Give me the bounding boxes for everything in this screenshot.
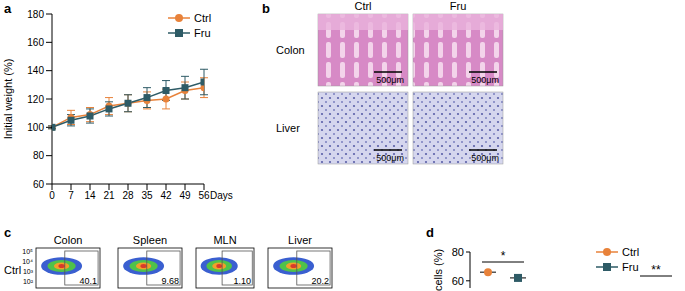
svg-text:180: 180 (27, 9, 44, 20)
svg-text:Spleen: Spleen (133, 234, 167, 246)
svg-text:35: 35 (141, 190, 153, 201)
svg-text:14: 14 (84, 190, 96, 201)
svg-text:**: ** (651, 263, 661, 277)
svg-text:Initial weight (%): Initial weight (%) (2, 59, 14, 140)
svg-text:49: 49 (179, 190, 191, 201)
svg-text:21: 21 (103, 190, 115, 201)
svg-text:42: 42 (160, 190, 172, 201)
svg-text:7: 7 (68, 190, 74, 201)
svg-text:Colon: Colon (276, 44, 305, 56)
svg-text:9.68: 9.68 (161, 276, 179, 286)
svg-text:120: 120 (27, 94, 44, 105)
svg-text:10⁴: 10⁴ (22, 258, 33, 265)
html-text:b: b (262, 1, 270, 16)
svg-text:1.10: 1.10 (233, 276, 251, 286)
svg-text:Days: Days (210, 190, 233, 201)
html-text:a: a (4, 1, 12, 16)
html-text:Ctrl: Ctrl (194, 11, 212, 24)
svg-text:140: 140 (27, 65, 44, 76)
html-text:c: c (4, 225, 12, 240)
html-text:Ctrl: Ctrl (622, 245, 640, 258)
svg-text:10⁵: 10⁵ (22, 248, 33, 255)
svg-text:Liver: Liver (276, 122, 300, 134)
svg-text:cells (%): cells (%) (432, 249, 444, 291)
svg-text:60: 60 (33, 179, 45, 190)
svg-text:Fru: Fru (450, 0, 467, 12)
svg-text:160: 160 (27, 37, 44, 48)
svg-text:Ctrl: Ctrl (4, 264, 21, 276)
svg-text:500μm: 500μm (471, 75, 499, 85)
svg-text:500μm: 500μm (471, 153, 499, 163)
svg-text:Colon: Colon (54, 234, 83, 246)
html-text:Fru: Fru (194, 26, 211, 39)
svg-text:*: * (501, 249, 506, 263)
svg-text:0: 0 (49, 190, 55, 201)
svg-text:80: 80 (33, 150, 45, 161)
svg-text:Ctrl: Ctrl (354, 0, 371, 12)
html-text:d: d (426, 225, 434, 240)
svg-text:Liver: Liver (288, 234, 312, 246)
svg-text:10³: 10³ (23, 268, 34, 275)
svg-text:56: 56 (198, 190, 210, 201)
svg-text:100: 100 (27, 122, 44, 133)
svg-text:40.1: 40.1 (79, 276, 97, 286)
html-text:Fru: Fru (622, 260, 639, 273)
svg-text:10²: 10² (23, 278, 34, 285)
svg-text:80: 80 (452, 246, 464, 258)
svg-text:MLN: MLN (213, 234, 236, 246)
svg-text:60: 60 (452, 275, 464, 287)
svg-text:20.2: 20.2 (311, 276, 329, 286)
svg-text:28: 28 (122, 190, 134, 201)
svg-text:500μm: 500μm (376, 153, 404, 163)
svg-text:500μm: 500μm (376, 75, 404, 85)
